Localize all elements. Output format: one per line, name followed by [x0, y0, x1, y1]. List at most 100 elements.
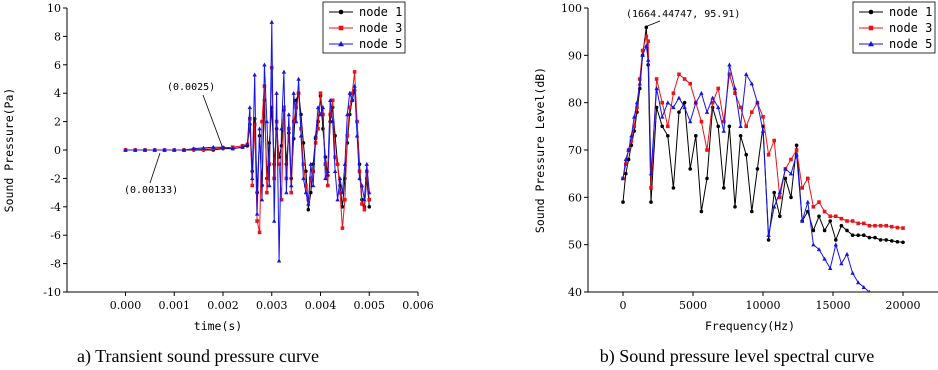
chart-b-data-point: [693, 100, 698, 105]
chart-a-data-point: [254, 211, 260, 216]
chart-b-data-point: [783, 166, 788, 171]
chart-b-data-point: [666, 124, 670, 129]
chart-a-data-point: [340, 226, 345, 230]
chart-b-legend-marker: [868, 25, 874, 31]
chart-a-data-point: [325, 169, 331, 173]
chart-a-data-point: [298, 133, 304, 138]
chart-a-legend-marker: [338, 41, 344, 47]
chart-a-data-point: [347, 105, 352, 110]
chart-b-data-point: [845, 219, 849, 223]
chart-b-data-point: [699, 90, 704, 95]
chart-b-data-point: [845, 228, 849, 233]
chart-a-caption: a) Transient sound pressure curve: [77, 346, 319, 367]
chart-b-data-point: [861, 284, 866, 289]
chart-a-data-point: [294, 105, 298, 110]
chart-b-data-point: [828, 214, 832, 219]
chart-a-data-point: [333, 155, 337, 159]
chart-b-data-point: [772, 138, 776, 143]
chart-a-data-point: [337, 176, 343, 181]
chart-b-x-tick-label: 0: [620, 299, 627, 312]
chart-b-data-point: [744, 124, 748, 129]
chart-a-y-tick-label: -6: [50, 229, 61, 242]
chart-b-data-point: [727, 72, 732, 77]
chart-a-data-point: [306, 207, 311, 212]
chart-a-data-point: [308, 190, 313, 195]
chart-a-legend-label: node 1: [359, 5, 402, 19]
chart-b-data-point: [727, 124, 732, 129]
chart-b-data-point: [677, 72, 681, 77]
chart-b-data-point: [817, 200, 821, 204]
chart-b-data-point: [772, 190, 776, 195]
chart-b-data-point: [778, 214, 782, 219]
chart-a-data-point: [211, 144, 216, 149]
chart-a-data-point: [257, 126, 262, 131]
chart-a-data-point: [332, 169, 338, 173]
chart-b-data-point: [856, 221, 860, 226]
chart-a-data-point: [265, 190, 269, 195]
chart-a-data-point: [347, 90, 352, 95]
chart-b-data-point: [800, 186, 804, 190]
chart-b-data-point: [682, 105, 687, 110]
chart-b-data-point: [805, 199, 810, 204]
chart-a-data-point: [352, 70, 357, 74]
chart-b-data-point: [699, 209, 704, 214]
chart-b-data-point: [716, 105, 721, 110]
chart-a-data-point: [304, 169, 308, 174]
chart-b-data-point: [649, 186, 653, 190]
chart-a-data-point: [162, 147, 167, 152]
chart-b-data-point: [867, 223, 872, 228]
chart-b-data-point: [789, 195, 793, 200]
chart-b-y-tick-label: 80: [568, 97, 582, 110]
chart-b-data-point: [834, 238, 838, 242]
chart-a-data-point: [172, 147, 177, 152]
chart-b-data-point: [867, 235, 872, 240]
chart-a-data-point: [152, 147, 157, 152]
chart-a-data-point: [357, 176, 362, 181]
chart-b-data-point: [806, 176, 810, 181]
chart-b-y-tick-label: 40: [568, 286, 582, 299]
chart-a-data-point: [301, 162, 306, 166]
chart-b-data-point: [671, 91, 676, 95]
chart-b-data-point: [640, 48, 645, 53]
chart-b-data-point: [794, 143, 799, 148]
chart-b-data-point: [834, 214, 838, 219]
chart-a-data-point: [308, 161, 313, 166]
chart-b-data-point: [677, 110, 681, 114]
chart-b-data-point: [624, 162, 628, 166]
chart-a-data-point: [247, 105, 253, 110]
chart-b-data-point: [777, 190, 782, 195]
chart-a-data-point: [301, 141, 306, 145]
chart-b-data-point: [626, 157, 631, 162]
chart-a-data-point: [321, 126, 325, 131]
chart-b-data-point: [738, 124, 743, 129]
chart-b-data-point: [789, 157, 793, 162]
chart-a: a) Transient sound pressure curve time(s…: [2, 1, 434, 367]
chart-a-data-point: [303, 190, 309, 195]
chart-b-series-3: [620, 43, 871, 292]
chart-a-y-tick-label: -10: [43, 286, 61, 299]
chart-b-legend-marker: [868, 41, 874, 47]
chart-a-y-tick-label: 0: [54, 144, 61, 157]
chart-b-data-point: [901, 226, 905, 230]
chart-a-data-point: [271, 218, 277, 223]
chart-a-legend-marker: [338, 9, 344, 15]
chart-b-data-point: [676, 95, 682, 100]
chart-b-data-point: [694, 134, 698, 138]
chart-a-annotation-leader: [149, 152, 161, 184]
chart-a-data-point: [201, 145, 206, 150]
chart-a-y-tick-label: 6: [54, 59, 61, 72]
chart-b-data-point: [738, 134, 743, 138]
chart-b-data-point: [766, 232, 771, 237]
chart-b-data-point: [822, 228, 827, 233]
chart-b-data-point: [878, 238, 883, 242]
chart-a-x-tick-label: 0.004: [305, 299, 337, 312]
chart-a-x-tick-label: 0.000: [110, 299, 142, 312]
chart-b-data-point: [839, 216, 844, 221]
chart-a-data-point: [259, 197, 265, 202]
chart-b-data-point: [873, 235, 877, 240]
chart-b-x-tick-label: 20000: [886, 299, 921, 312]
chart-a-data-point: [296, 91, 301, 95]
chart-a-x-tick-label: 0.006: [402, 299, 434, 312]
chart-b-data-point: [688, 81, 692, 86]
